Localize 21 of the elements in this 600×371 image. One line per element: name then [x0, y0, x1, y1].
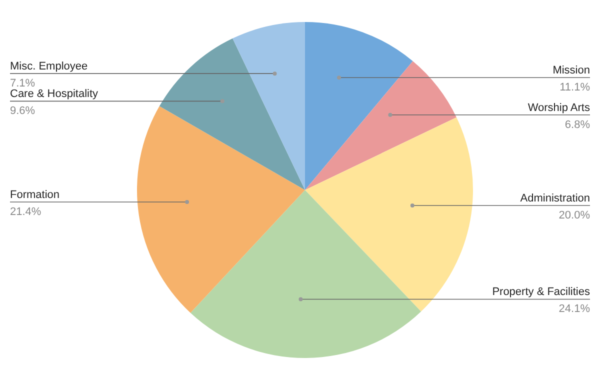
pie-slice	[305, 117, 473, 312]
slice-label: Administration	[520, 192, 590, 205]
data-label: 20.0%	[558, 210, 590, 222]
slice-label: Property & Facilities	[492, 286, 590, 298]
pie-slice	[305, 22, 413, 190]
pie-slice	[190, 190, 422, 358]
slice-label: Care & Hospitality	[10, 88, 99, 100]
data-label: 6.8%	[564, 118, 590, 131]
data-label: 7.1%	[10, 78, 36, 90]
data-label: 11.1%	[560, 82, 590, 94]
pie-slice	[137, 106, 305, 313]
data-label: 9.6%	[10, 105, 36, 118]
data-label: 24.1%	[558, 303, 590, 316]
pie-slice	[232, 22, 305, 190]
data-label: 21.4%	[10, 206, 42, 218]
pie-slice	[159, 38, 305, 190]
slice-label: Formation	[10, 188, 60, 201]
slice-label: Misc. Employee	[10, 60, 88, 73]
pie-slice	[305, 61, 456, 190]
slice-label: Mission	[552, 64, 590, 77]
slice-label: Worship Arts	[528, 102, 590, 114]
